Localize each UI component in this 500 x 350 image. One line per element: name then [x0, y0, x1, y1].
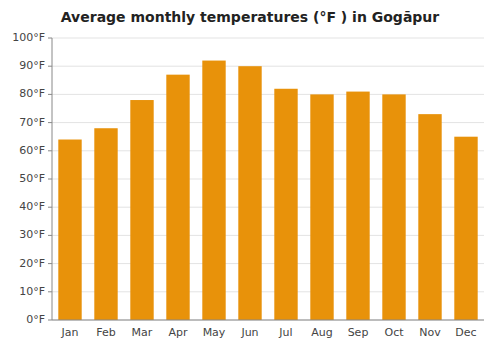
x-tick-label: May — [203, 326, 226, 339]
bar — [382, 94, 405, 320]
bar — [202, 61, 225, 320]
x-tick-label: Dec — [455, 326, 476, 339]
y-tick — [48, 207, 52, 208]
y-tick — [48, 235, 52, 236]
bar — [94, 128, 117, 320]
x-tick-label: Aug — [311, 326, 332, 339]
y-axis-line — [52, 38, 53, 320]
x-tick-label: Jan — [61, 326, 79, 339]
grid-line — [52, 94, 484, 95]
x-tick-label: Nov — [419, 326, 441, 339]
x-tick-label: Oct — [384, 326, 404, 339]
y-tick — [48, 122, 52, 123]
y-tick-label: 100°F — [12, 31, 45, 44]
y-tick-label: 60°F — [19, 144, 45, 157]
bar — [418, 114, 441, 320]
y-tick-label: 10°F — [19, 285, 45, 298]
y-tick — [48, 320, 52, 321]
y-tick-label: 50°F — [19, 172, 45, 185]
y-tick — [48, 263, 52, 264]
x-tick-label: Jun — [240, 326, 258, 339]
y-tick-label: 90°F — [19, 59, 45, 72]
bar — [274, 89, 297, 320]
bar — [238, 66, 261, 320]
bar — [130, 100, 153, 320]
x-tick-label: Jul — [278, 326, 292, 339]
bar — [58, 140, 81, 320]
x-tick-label: Sep — [348, 326, 369, 339]
y-tick — [48, 150, 52, 151]
bars — [58, 61, 477, 320]
y-tick — [48, 38, 52, 39]
grid-line — [52, 320, 484, 321]
y-tick-label: 40°F — [19, 200, 45, 213]
y-tick — [48, 179, 52, 180]
bar — [346, 92, 369, 320]
y-tick — [48, 66, 52, 67]
y-tick — [48, 291, 52, 292]
x-tick-label: Apr — [168, 326, 188, 339]
x-tick-label: Feb — [96, 326, 115, 339]
grid-line — [52, 66, 484, 67]
x-axis-line — [52, 320, 484, 321]
y-tick — [48, 94, 52, 95]
chart-title: Average monthly temperatures (°F ) in Go… — [61, 9, 440, 25]
y-tick-label: 80°F — [19, 87, 45, 100]
y-axis: 0°F 10°F 20°F 30°F 40°F 50°F 60°F 70°F 80°F 90°F 1… — [12, 31, 52, 326]
grid-line — [52, 38, 484, 39]
x-tick-label: Mar — [132, 326, 153, 339]
y-tick-label: 30°F — [19, 228, 45, 241]
chart-container: 0°F 10°F 20°F 30°F 40°F 50°F 60°F 70°F 80°F 90°F 1… — [0, 0, 500, 350]
y-tick-label: 20°F — [19, 257, 45, 270]
bar — [310, 94, 333, 320]
chart-svg: 0°F 10°F 20°F 30°F 40°F 50°F 60°F 70°F 80°F 90°F 1… — [0, 0, 500, 350]
y-tick-label: 0°F — [26, 313, 45, 326]
x-axis: Jan Feb Mar Apr May Jun Jul Aug Sep Oct Nov Dec — [52, 38, 484, 339]
grid — [52, 38, 484, 320]
bar — [454, 137, 477, 320]
y-tick-label: 70°F — [19, 116, 45, 129]
bar — [166, 75, 189, 320]
